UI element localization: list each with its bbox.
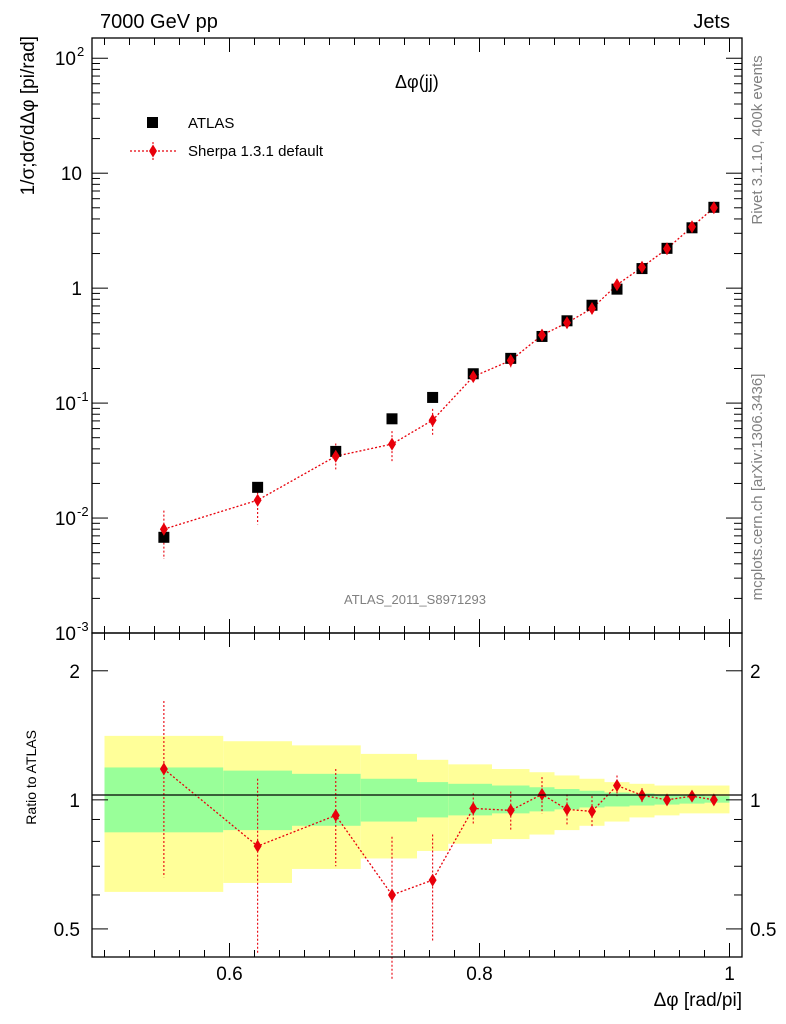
ratio-xlabel: Δφ [rad/pi] bbox=[654, 990, 742, 1011]
atlas-point bbox=[158, 531, 170, 543]
x-tick-label: 0.8 bbox=[466, 964, 492, 985]
legend-data-marker bbox=[147, 117, 158, 128]
y-tick-label: 10 bbox=[55, 509, 76, 530]
mc-point bbox=[638, 260, 646, 274]
ratio-point bbox=[159, 762, 168, 776]
ratio-point bbox=[688, 789, 696, 803]
ratio-point bbox=[663, 793, 671, 807]
ratio-point bbox=[563, 802, 571, 816]
ratio-series bbox=[159, 701, 718, 981]
ratio-y-tick-label-right: 0.5 bbox=[750, 920, 776, 941]
atlas-point bbox=[427, 391, 439, 403]
legend-mc-label: Sherpa 1.3.1 default bbox=[188, 143, 324, 160]
mc-point bbox=[388, 437, 396, 451]
ratio-point bbox=[253, 839, 262, 853]
rivet-label: Rivet 3.1.10, 400k events bbox=[749, 55, 766, 224]
process-label: Jets bbox=[693, 11, 730, 33]
mc-point bbox=[506, 353, 515, 367]
y-tick-exponent: -2 bbox=[77, 504, 89, 519]
ratio-point bbox=[506, 803, 515, 817]
y-tick-exponent: -3 bbox=[77, 619, 89, 634]
ratio-band-inner bbox=[360, 778, 417, 822]
main-ylabel: 1/σ;dσ/dΔφ [pi/rad] bbox=[18, 36, 39, 195]
ratio-point bbox=[388, 888, 396, 902]
y-tick-label: 10 bbox=[61, 164, 82, 185]
y-tick-label: 10 bbox=[55, 394, 76, 415]
mc-point bbox=[159, 522, 168, 536]
mc-point bbox=[613, 278, 621, 292]
ratio-y-tick-label-right: 1 bbox=[750, 791, 761, 812]
ratio-point bbox=[428, 873, 437, 887]
mc-line bbox=[163, 207, 715, 530]
atlas-point bbox=[252, 481, 264, 493]
ratio-ylabel: Ratio to ATLAS bbox=[23, 730, 39, 825]
y-tick-exponent: -1 bbox=[77, 389, 89, 404]
mc-point bbox=[709, 201, 718, 215]
ratio-y-tick-label-right: 2 bbox=[750, 662, 761, 683]
mcplots-label: mcplots.cern.ch [arXiv:1306.3436] bbox=[749, 374, 766, 601]
legend: ATLAS Sherpa 1.3.1 default bbox=[130, 115, 324, 160]
y-tick-exponent: 2 bbox=[77, 44, 84, 59]
ratio-y-tick-label: 1 bbox=[69, 791, 80, 812]
ratio-band-inner bbox=[292, 773, 361, 826]
ratio-point bbox=[538, 787, 546, 801]
mc-point bbox=[538, 328, 546, 342]
main-series bbox=[158, 201, 720, 560]
x-tick-label: 1 bbox=[724, 964, 735, 985]
ratio-y-tick-label: 2 bbox=[69, 662, 80, 683]
ratio-point bbox=[588, 804, 596, 818]
ratio-point bbox=[709, 793, 718, 807]
ratio-y-tick-label: 0.5 bbox=[54, 920, 80, 941]
ratio-band-inner bbox=[604, 792, 630, 807]
y-tick-label: 10 bbox=[55, 49, 76, 70]
plot-title: Δφ(jj) bbox=[395, 72, 439, 92]
mc-point bbox=[428, 413, 437, 427]
mc-point bbox=[563, 316, 571, 330]
ratio-point bbox=[613, 779, 621, 793]
x-tick-label: 0.6 bbox=[216, 964, 242, 985]
ratio-point bbox=[331, 808, 340, 822]
y-tick-label: 1 bbox=[71, 279, 82, 300]
mc-point bbox=[688, 220, 696, 234]
mc-point bbox=[253, 493, 262, 507]
mc-point bbox=[663, 242, 671, 256]
legend-data-label: ATLAS bbox=[188, 115, 234, 132]
energy-label: 7000 GeV pp bbox=[100, 11, 218, 33]
analysis-label: ATLAS_2011_S8971293 bbox=[344, 592, 486, 607]
y-tick-label: 10 bbox=[55, 624, 76, 645]
legend-mc-marker bbox=[149, 144, 157, 158]
ratio-point bbox=[469, 801, 478, 815]
ratio-uncertainty-bands bbox=[104, 735, 730, 892]
mc-point bbox=[588, 302, 596, 316]
mc-point bbox=[331, 449, 340, 463]
atlas-point bbox=[386, 413, 398, 425]
ratio-band-inner bbox=[417, 782, 449, 818]
mc-point bbox=[469, 370, 478, 384]
ratio-band-inner bbox=[448, 783, 492, 816]
